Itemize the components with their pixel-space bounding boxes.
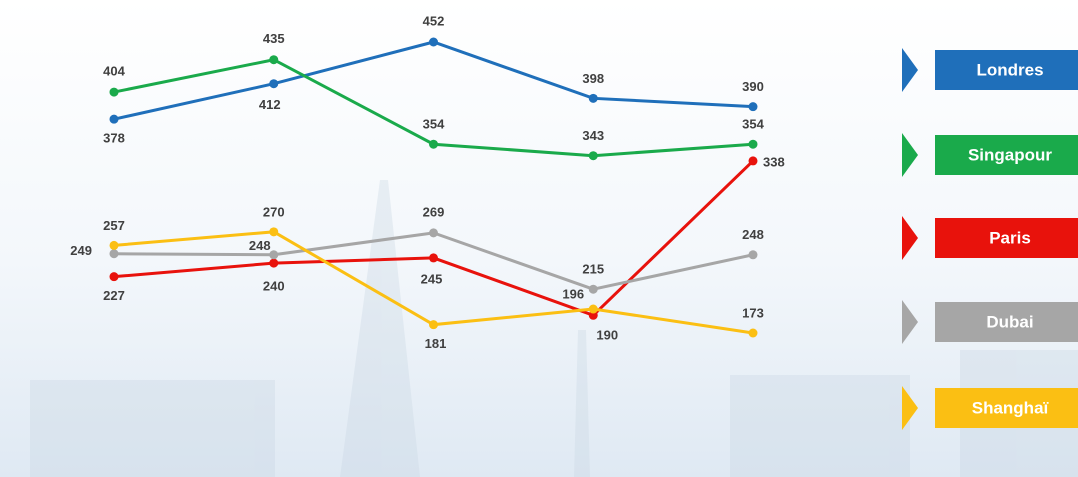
data-label: 390 [742,79,764,94]
data-point [269,259,278,268]
data-label: 181 [425,336,447,351]
data-label: 227 [103,288,125,303]
legend-label: Singapour [968,145,1052,164]
data-label: 248 [742,227,764,242]
legend-label: Paris [989,228,1031,247]
data-label: 196 [562,286,584,301]
data-label: 257 [103,218,125,233]
data-label: 245 [421,271,443,286]
legend-label: Shanghaï [972,398,1050,417]
building [730,375,910,477]
data-point [589,305,598,314]
data-point [749,329,758,338]
data-label: 270 [263,204,285,219]
legend-label: Dubai [986,312,1033,331]
data-label: 338 [763,154,785,169]
data-point [269,227,278,236]
data-label: 173 [742,305,764,320]
page: 378 412 452 398 390 404 435 354 343 354 227 240 245 1… [0,0,1078,477]
data-label: 354 [742,117,764,132]
data-point [589,94,598,103]
data-point [269,55,278,64]
data-label: 435 [263,31,285,46]
data-point [749,102,758,111]
data-point [110,249,119,258]
arch [30,380,275,477]
chart: 378 412 452 398 390 404 435 354 343 354 227 240 245 1… [0,0,1078,477]
data-point [429,228,438,237]
data-point [429,320,438,329]
data-point [589,151,598,160]
data-label: 404 [103,64,125,79]
data-label: 452 [423,13,445,28]
data-point [110,272,119,281]
data-label: 269 [423,204,445,219]
data-point [269,79,278,88]
data-label: 378 [103,131,125,146]
data-label: 190 [596,328,618,343]
data-point [429,38,438,47]
legend-label: Londres [976,60,1043,79]
data-point [429,140,438,149]
data-label: 215 [582,262,604,277]
data-label: 249 [70,243,92,258]
data-label: 240 [263,279,285,294]
data-point [589,285,598,294]
data-label: 343 [582,128,604,143]
data-point [749,250,758,259]
data-point [110,115,119,124]
data-point [429,253,438,262]
data-label: 248 [249,238,271,253]
data-label: 412 [259,97,281,112]
data-point [749,140,758,149]
data-point [110,88,119,97]
data-label: 398 [582,71,604,86]
data-label: 354 [423,117,445,132]
data-point [749,156,758,165]
data-point [110,241,119,250]
